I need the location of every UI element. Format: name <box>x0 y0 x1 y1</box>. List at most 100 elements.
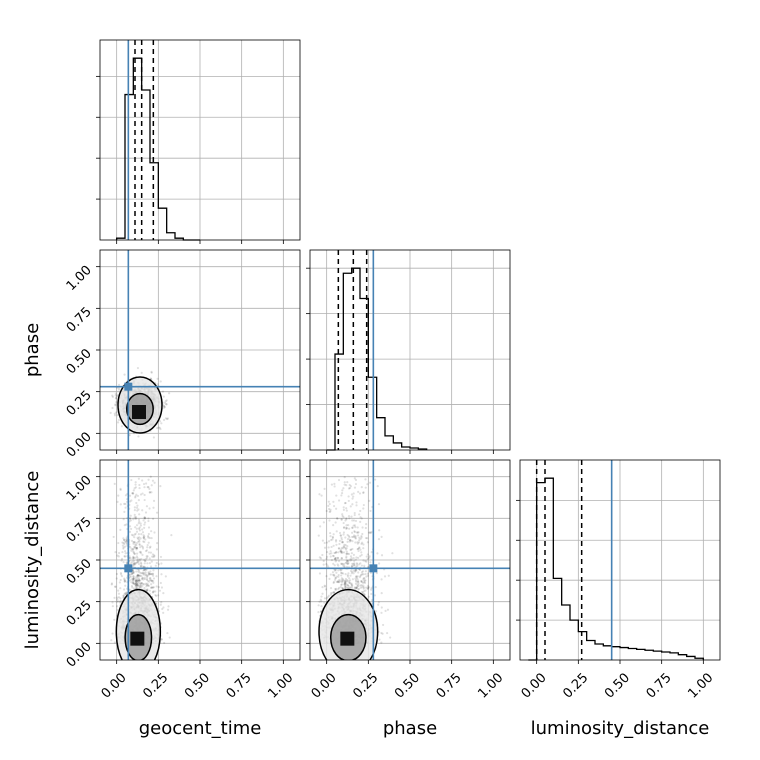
scatter-point <box>142 582 145 586</box>
scatter-point <box>351 562 354 565</box>
scatter-point <box>334 587 337 591</box>
scatter-point <box>117 388 121 391</box>
scatter-point <box>356 531 359 534</box>
scatter-point <box>343 565 346 568</box>
scatter-point <box>148 491 151 494</box>
scatter-point <box>320 600 323 603</box>
scatter-point <box>333 551 336 555</box>
scatter-point <box>162 405 166 408</box>
scatter-point <box>353 559 356 562</box>
scatter-point <box>370 592 373 596</box>
density-peak-luminosity_distance_vs_phase <box>340 631 355 646</box>
scatter-point <box>135 548 138 551</box>
scatter-point <box>132 577 135 580</box>
scatter-point <box>143 521 147 524</box>
scatter-point <box>360 535 363 538</box>
scatter-point <box>339 571 343 575</box>
scatter-point <box>346 562 350 565</box>
scatter-point <box>378 529 381 532</box>
scatter-point <box>118 581 121 584</box>
scatter-point <box>128 517 131 520</box>
scatter-point <box>141 547 145 550</box>
scatter-point <box>321 553 324 557</box>
scatter-point <box>335 580 338 583</box>
scatter-point <box>111 406 114 410</box>
scatter-point <box>132 562 135 566</box>
scatter-point <box>330 558 334 562</box>
scatter-point <box>153 555 156 558</box>
scatter-point <box>349 539 352 542</box>
scatter-point <box>152 581 155 584</box>
scatter-point <box>134 579 137 582</box>
scatter-point <box>141 545 144 549</box>
scatter-point <box>323 601 326 604</box>
scatter-point <box>167 392 171 395</box>
scatter-point <box>357 582 360 585</box>
scatter-point <box>116 413 119 417</box>
frame-hist-geocent_time <box>99 39 301 241</box>
scatter-point <box>159 581 162 585</box>
scatter-point <box>166 608 170 611</box>
scatter-point <box>136 504 139 507</box>
scatter-point <box>135 584 138 587</box>
scatter-point <box>155 594 158 598</box>
scatter-point <box>324 588 328 591</box>
scatter-point <box>151 591 154 594</box>
scatter-point <box>338 542 341 546</box>
scatter-point <box>170 534 173 537</box>
scatter-point <box>144 569 147 572</box>
scatter-point <box>362 491 365 494</box>
scatter-point <box>133 561 137 565</box>
scatter-point <box>346 584 350 587</box>
scatter-point <box>352 572 355 575</box>
scatter-point <box>361 585 364 589</box>
scatter-point <box>336 556 339 559</box>
scatter-point <box>132 581 135 585</box>
scatter-point <box>332 562 335 565</box>
scatter-point <box>144 574 148 577</box>
scatter-point <box>131 579 134 582</box>
scatter-point <box>349 574 352 577</box>
scatter-point <box>366 574 370 577</box>
scatter-point <box>343 584 347 587</box>
scatter-point <box>117 386 120 390</box>
scatter-point <box>131 492 135 495</box>
scatter-point <box>117 600 120 603</box>
scatter-point <box>119 503 122 506</box>
scatter-point <box>362 578 365 581</box>
scatter-point <box>133 582 136 585</box>
scatter-point <box>134 576 137 579</box>
scatter-point <box>377 562 381 565</box>
scatter-point <box>345 518 348 521</box>
scatter-point <box>335 494 338 497</box>
scatter-point <box>136 584 140 587</box>
x-tick-label-hist-luminosity_distance-2: 0.50 <box>602 670 633 701</box>
scatter-point <box>136 583 139 586</box>
scatter-point <box>134 563 137 566</box>
scatter-point <box>131 492 135 495</box>
scatter-point <box>160 422 163 425</box>
scatter-point <box>337 559 341 563</box>
scatter-point <box>125 591 128 595</box>
scatter-point <box>341 562 344 565</box>
scatter-point <box>150 583 153 586</box>
scatter-point <box>146 546 149 549</box>
scatter-point <box>335 507 338 510</box>
scatter-point <box>356 575 359 578</box>
scatter-point <box>135 570 138 573</box>
scatter-point <box>115 395 119 398</box>
scatter-point <box>148 572 151 575</box>
scatter-point <box>345 527 348 530</box>
scatter-point <box>132 577 135 581</box>
scatter-point <box>363 581 367 584</box>
scatter-point <box>317 604 320 607</box>
scatter-point <box>343 583 346 586</box>
scatter-point <box>356 580 359 584</box>
scatter-point <box>327 594 331 597</box>
scatter-point <box>342 579 345 582</box>
scatter-point <box>140 578 143 581</box>
scatter-point <box>343 579 346 582</box>
scatter-point <box>347 524 350 527</box>
scatter-point <box>117 555 120 558</box>
scatter-point <box>149 551 153 554</box>
